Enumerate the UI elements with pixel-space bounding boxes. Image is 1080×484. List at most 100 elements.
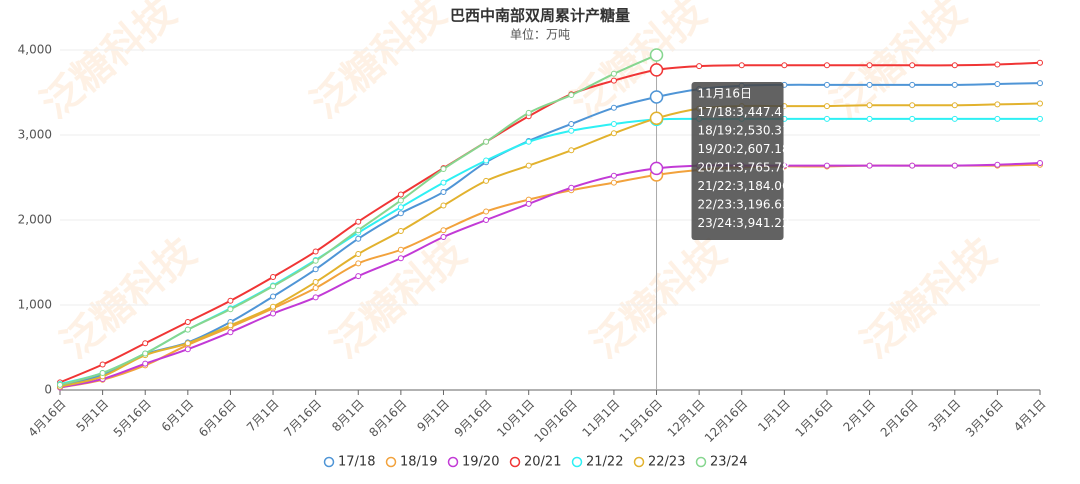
data-point <box>994 115 1001 122</box>
data-point <box>866 62 873 69</box>
x-tick-label: 10月16日 <box>531 397 579 445</box>
data-point <box>270 273 277 280</box>
series-line <box>59 162 1041 389</box>
data-point <box>57 381 63 388</box>
legend-label: 19/20 <box>462 455 499 470</box>
x-tick-label: 6月1日 <box>159 397 197 435</box>
data-point <box>312 266 319 273</box>
legend-label: 17/18 <box>338 455 375 470</box>
data-point <box>355 251 362 257</box>
tooltip-box <box>691 82 784 240</box>
data-point <box>397 191 404 198</box>
data-point <box>951 162 958 169</box>
data-point <box>951 102 958 109</box>
x-tick-label: 2月16日 <box>878 397 921 440</box>
chart-title: 巴西中南部双周累计产糖量 <box>450 7 630 25</box>
data-point <box>823 62 830 69</box>
data-point <box>312 248 319 255</box>
data-point <box>525 200 532 207</box>
data-point <box>142 340 149 347</box>
data-point <box>738 62 745 69</box>
tooltip-item: 18/19:2,530.31 <box>698 124 790 138</box>
watermark: 泛糖科技 <box>303 0 455 128</box>
data-point <box>994 81 1001 87</box>
data-point <box>397 246 404 253</box>
x-tick-label: 12月1日 <box>665 397 708 440</box>
data-point <box>142 360 149 367</box>
tooltip-item: 19/20:2,607.18 <box>698 142 790 156</box>
x-tick-label: 1月1日 <box>755 397 793 435</box>
data-point <box>355 235 362 242</box>
legend-label: 23/24 <box>710 455 747 470</box>
data-point <box>610 77 617 84</box>
legend-marker <box>385 456 397 468</box>
data-point <box>227 297 234 304</box>
data-point <box>355 218 362 225</box>
data-point <box>866 81 873 88</box>
data-point <box>866 162 873 169</box>
series-line <box>59 102 1041 388</box>
data-point <box>397 210 404 217</box>
data-point <box>568 92 575 99</box>
legend-marker <box>447 456 459 468</box>
x-tick-label: 12月16日 <box>702 397 750 445</box>
data-point <box>866 102 873 109</box>
data-point <box>823 115 830 122</box>
data-point <box>909 102 916 109</box>
data-point <box>483 157 490 164</box>
data-point <box>270 293 277 300</box>
data-point <box>1037 100 1043 107</box>
legend-marker <box>695 456 707 468</box>
y-tick-label: 4,000 <box>18 43 52 57</box>
data-point <box>1037 115 1043 122</box>
x-tick-label: 7月16日 <box>281 397 324 440</box>
data-point <box>909 115 916 122</box>
data-point <box>355 260 362 267</box>
data-point <box>649 90 664 104</box>
legend-label: 20/21 <box>524 455 561 470</box>
data-point <box>568 120 575 127</box>
y-tick-label: 3,000 <box>18 128 52 142</box>
y-tick-label: 1,000 <box>18 298 52 312</box>
data-point <box>649 63 664 77</box>
y-tick-label: 2,000 <box>18 213 52 227</box>
data-point <box>610 179 617 186</box>
data-point <box>355 227 362 234</box>
x-tick-label: 5月1日 <box>74 397 112 435</box>
data-point <box>994 161 1001 168</box>
data-point <box>483 177 490 184</box>
data-point <box>909 62 916 69</box>
data-point <box>525 162 532 169</box>
x-tick-label: 1月16日 <box>792 397 835 440</box>
x-tick-label: 9月1日 <box>414 397 452 435</box>
data-point <box>270 283 277 290</box>
x-tick-label: 11月16日 <box>617 397 665 445</box>
legend-marker <box>323 456 335 468</box>
data-point <box>610 104 617 111</box>
data-point <box>823 162 830 169</box>
data-point <box>142 350 149 357</box>
x-tick-label: 3月16日 <box>963 397 1006 440</box>
data-point <box>568 184 575 191</box>
legend-marker <box>509 456 521 468</box>
data-point <box>823 103 830 110</box>
data-point <box>951 81 958 88</box>
chart-subtitle: 单位：万吨 <box>510 27 570 42</box>
data-point <box>440 166 447 172</box>
x-tick-label: 6月16日 <box>196 397 239 440</box>
data-point <box>227 306 234 313</box>
x-tick-label: 8月1日 <box>329 397 367 435</box>
data-point <box>1037 80 1043 87</box>
data-point <box>397 228 404 235</box>
data-point <box>312 257 319 264</box>
data-point <box>1037 59 1043 66</box>
data-point <box>525 138 532 145</box>
data-point <box>227 329 234 336</box>
data-point <box>440 234 447 240</box>
x-tick-label: 7月1日 <box>244 397 282 435</box>
data-point <box>696 63 703 70</box>
x-tick-label: 3月1日 <box>926 397 964 435</box>
watermark: 泛糖科技 <box>853 229 1005 367</box>
data-point <box>440 179 447 186</box>
data-point <box>483 138 490 145</box>
